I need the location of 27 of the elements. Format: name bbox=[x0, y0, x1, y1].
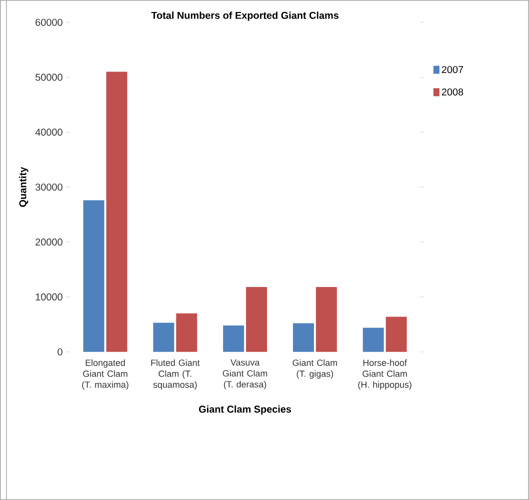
y-tick-label: 40000 bbox=[35, 128, 62, 136]
bar bbox=[292, 323, 314, 352]
x-tick-label: Vasuva Giant Clam (T. derasa) bbox=[222, 359, 268, 390]
bar bbox=[316, 287, 337, 352]
y-tick-label: 50000 bbox=[36, 74, 62, 81]
y-axis-title: Quantity bbox=[19, 166, 28, 207]
legend-label: 2007 bbox=[442, 66, 464, 74]
bar bbox=[153, 322, 174, 352]
bar bbox=[223, 325, 244, 352]
y-tick-label: 10000 bbox=[36, 293, 62, 300]
x-tick-label: Fluted Giant Clam (T. squamosa) bbox=[151, 359, 200, 390]
bar bbox=[176, 313, 198, 352]
legend-label: 2008 bbox=[442, 88, 464, 96]
x-axis-title: Giant Clam Species bbox=[199, 405, 292, 415]
bar bbox=[362, 328, 384, 352]
chart-title: Total Numbers of Exported Giant Clams bbox=[151, 12, 338, 21]
bar bbox=[106, 72, 128, 352]
y-tick-label: 30000 bbox=[36, 184, 62, 191]
x-tick-label: Horse-hoof Giant Clam (H. hippopus) bbox=[358, 359, 412, 390]
bar bbox=[83, 200, 104, 352]
x-tick-label: Elongated Giant Clam (T. maxima) bbox=[82, 359, 128, 390]
y-tick-label: 0 bbox=[58, 348, 62, 356]
bar bbox=[386, 316, 407, 352]
x-tick-label: Giant Clam (T. gigas) bbox=[292, 359, 337, 379]
y-tick-label: 60000 bbox=[36, 18, 62, 26]
y-tick-label: 20000 bbox=[36, 238, 62, 246]
bar bbox=[246, 287, 267, 352]
